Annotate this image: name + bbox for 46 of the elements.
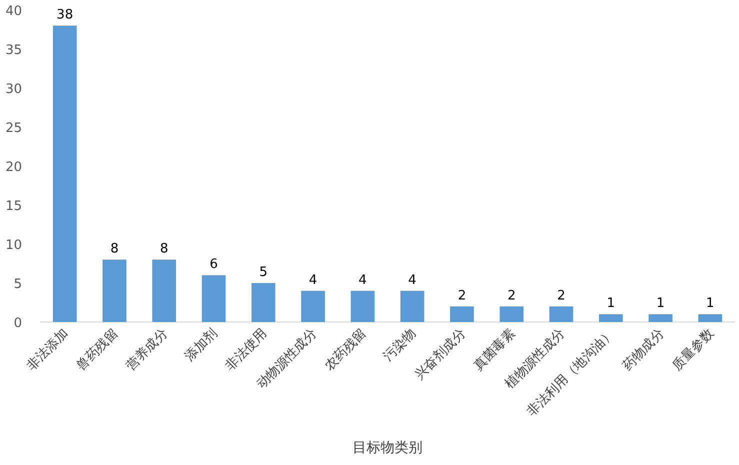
data-label: 8 bbox=[160, 242, 168, 257]
x-tick-label: 添加剂 bbox=[182, 326, 221, 364]
y-tick-label: 20 bbox=[5, 160, 22, 175]
bar bbox=[350, 290, 375, 322]
data-label: 38 bbox=[56, 8, 74, 23]
y-tick-label: 5 bbox=[14, 277, 22, 292]
bar bbox=[301, 290, 325, 322]
data-label: 1 bbox=[606, 296, 616, 312]
bar bbox=[152, 260, 176, 322]
x-tick-label: 非法添加 bbox=[24, 326, 72, 374]
data-label: 1 bbox=[706, 296, 714, 312]
bar bbox=[400, 290, 424, 322]
bar bbox=[598, 314, 623, 322]
y-tick-label: 35 bbox=[5, 43, 22, 58]
data-label: 5 bbox=[259, 265, 268, 280]
data-label: 6 bbox=[210, 257, 218, 272]
x-tick-label: 药物成分 bbox=[620, 326, 668, 374]
x-tick-label: 农药残留 bbox=[322, 326, 370, 374]
bar bbox=[450, 306, 474, 322]
data-label: 2 bbox=[557, 288, 566, 304]
x-tick-label: 营养成分 bbox=[122, 326, 171, 374]
data-label: 4 bbox=[308, 272, 318, 288]
y-tick-label: 10 bbox=[5, 238, 22, 253]
bar bbox=[648, 314, 672, 322]
data-label: 4 bbox=[408, 272, 416, 288]
y-tick-label: 30 bbox=[5, 82, 22, 97]
x-axis-title: 目标物类别 bbox=[352, 440, 422, 456]
bar bbox=[251, 283, 276, 322]
y-tick-label: 25 bbox=[5, 121, 22, 136]
y-tick-label: 0 bbox=[14, 316, 22, 331]
bar bbox=[500, 306, 524, 322]
x-tick-label: 兽药残留 bbox=[74, 326, 122, 374]
y-tick-label: 15 bbox=[5, 199, 22, 214]
bar bbox=[52, 26, 77, 322]
data-label: 1 bbox=[656, 296, 665, 312]
bar bbox=[698, 314, 722, 322]
data-label: 2 bbox=[507, 288, 516, 304]
y-tick-label: 40 bbox=[5, 4, 22, 19]
bar bbox=[549, 306, 574, 322]
x-tick-label: 污染物 bbox=[380, 326, 420, 364]
data-label: 8 bbox=[110, 242, 119, 257]
bar bbox=[102, 260, 126, 322]
x-tick-label: 质量参数 bbox=[670, 326, 718, 374]
data-label: 2 bbox=[458, 288, 466, 304]
data-label: 4 bbox=[358, 272, 367, 288]
bar bbox=[202, 275, 226, 322]
